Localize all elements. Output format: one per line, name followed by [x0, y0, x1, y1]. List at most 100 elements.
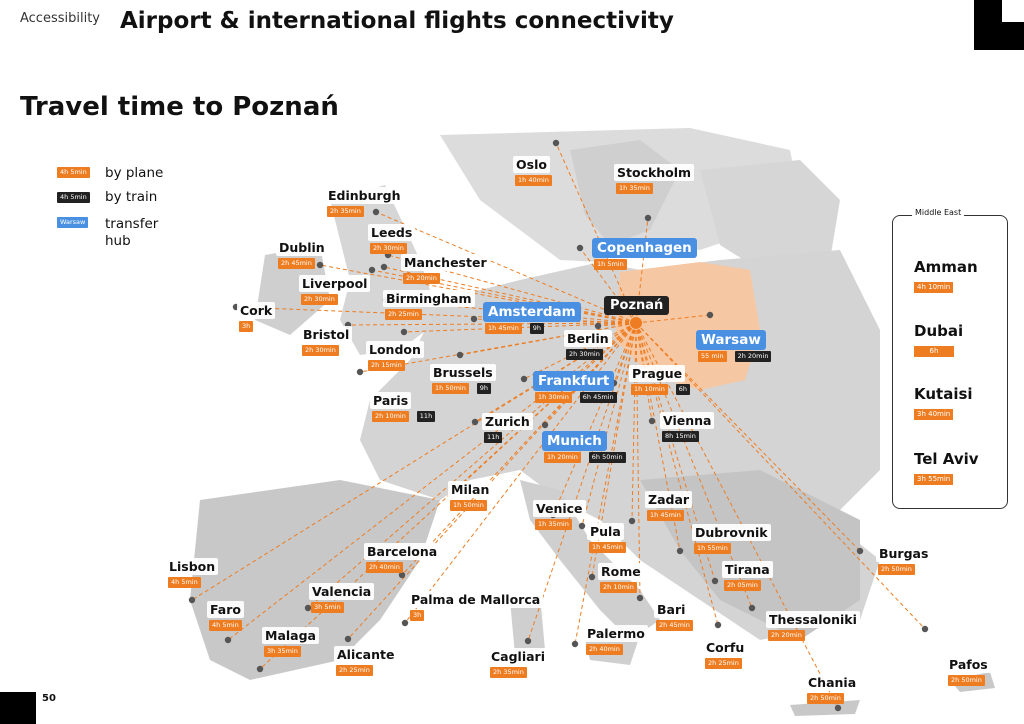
city-dot — [578, 522, 586, 530]
plane-time-badge: 2h 25min — [705, 658, 742, 669]
city-label: Zurich — [482, 413, 533, 430]
me-city-name: Amman — [914, 258, 978, 276]
iberia-land — [190, 480, 440, 680]
city-label: Prague — [629, 365, 686, 382]
plane-time-badge: 1h 30min — [535, 392, 572, 403]
plane-time-badge: 1h 35min — [616, 183, 653, 194]
city-label: Thessaloniki — [766, 611, 860, 628]
route-line — [383, 266, 637, 324]
city-dot — [356, 368, 364, 376]
plane-time-badge: 1h 5min — [594, 259, 627, 270]
plane-time-badge: 2h 40min — [366, 562, 403, 573]
city-label: Burgas — [876, 545, 932, 562]
city-label: Berlin — [564, 330, 612, 347]
city-dot — [256, 665, 264, 673]
city-label: Brussels — [430, 364, 496, 381]
city-dot — [571, 640, 579, 648]
route-line — [375, 211, 637, 324]
city-label: Palma de Mallorca — [408, 591, 544, 608]
plane-time-badge: 2h 30min — [370, 243, 407, 254]
city-label: Pula — [587, 523, 624, 540]
city-dot — [344, 635, 352, 643]
train-time-badge: 6h — [675, 384, 691, 395]
city-label: Lisbon — [166, 558, 219, 575]
plane-time-badge: 2h 35min — [490, 667, 527, 678]
city-dot — [224, 636, 232, 644]
plane-time-badge: 1h 45min — [485, 323, 522, 334]
plane-time-badge: 3h — [410, 610, 425, 621]
city-label: Leeds — [368, 224, 416, 241]
plane-time-badge: 3h 5min — [311, 602, 344, 613]
plane-time-badge: 1h 10min — [631, 384, 668, 395]
balkans-land — [640, 470, 860, 640]
train-time-badge: 9h — [476, 383, 492, 394]
city-label: Faro — [207, 601, 244, 618]
route-line — [359, 322, 637, 373]
plane-time-badge: 2h 10min — [372, 411, 409, 422]
city-label: Cork — [237, 302, 276, 319]
me-city-time: 6h — [914, 346, 954, 357]
city-label: Milan — [448, 481, 493, 498]
route-line — [191, 322, 637, 601]
section-label: Accessibility — [20, 11, 100, 26]
me-city-time: 4h 10min — [914, 282, 954, 293]
legend-train-label: by train — [105, 189, 158, 205]
city-dot — [576, 244, 584, 252]
city-dot — [748, 604, 756, 612]
plane-time-badge: 1h 55min — [694, 543, 731, 554]
poznan-marker — [630, 317, 642, 329]
city-dot — [372, 208, 380, 216]
route-line — [307, 322, 637, 609]
me-city-name: Tel Aviv — [914, 450, 979, 468]
city-dot — [921, 625, 929, 633]
page-title: Travel time to Poznań — [20, 92, 339, 122]
route-line — [635, 322, 681, 552]
city-dot — [368, 266, 376, 274]
plane-time-badge: 2h 40min — [586, 644, 623, 655]
city-dot — [520, 375, 528, 383]
plane-time-badge: 1h 50min — [450, 500, 487, 511]
plane-time-badge: 3h 35min — [264, 646, 301, 657]
city-dot — [588, 573, 596, 581]
corner-decoration-inner — [1002, 0, 1024, 22]
city-label: Corfu — [703, 639, 748, 656]
city-dot — [400, 328, 408, 336]
city-dot — [524, 637, 532, 645]
city-label: Valencia — [309, 583, 375, 600]
route-line — [635, 322, 861, 552]
me-city-name: Dubai — [914, 322, 964, 340]
city-dot — [856, 547, 864, 555]
route-line — [555, 142, 637, 324]
train-time-badge: 6h 50min — [588, 452, 626, 463]
route-line — [574, 322, 637, 645]
header-title: Airport & international flights connecti… — [120, 8, 674, 34]
city-label: Barcelona — [364, 543, 441, 560]
middle-east-panel — [892, 215, 1008, 509]
city-label: Amsterdam — [483, 302, 581, 322]
plane-time-badge: 4h 5min — [168, 577, 201, 588]
route-line — [635, 322, 839, 709]
crete-land — [790, 700, 860, 716]
city-label: Vienna — [660, 412, 715, 429]
baltics-land — [700, 160, 840, 270]
city-dot — [541, 421, 549, 429]
city-label: Warsaw — [696, 330, 766, 350]
city-label: Manchester — [401, 254, 490, 271]
city-dot — [676, 547, 684, 555]
plane-time-badge: 2h 30min — [301, 294, 338, 305]
route-line — [387, 254, 637, 324]
city-label: Bari — [654, 601, 689, 618]
city-label: Edinburgh — [325, 187, 404, 204]
plane-time-badge: 2h 35min — [327, 206, 364, 217]
city-dot — [628, 517, 636, 525]
city-label: Malaga — [262, 627, 319, 644]
train-time-badge: 8h 15min — [662, 431, 699, 442]
city-label: Stockholm — [614, 164, 695, 181]
plane-time-badge: 2h 50min — [807, 693, 844, 704]
city-dot — [401, 619, 409, 627]
city-label: Tirana — [722, 561, 773, 578]
city-dot — [470, 315, 478, 323]
plane-time-badge: 1h 50min — [432, 383, 469, 394]
city-label: Frankfurt — [533, 371, 615, 391]
